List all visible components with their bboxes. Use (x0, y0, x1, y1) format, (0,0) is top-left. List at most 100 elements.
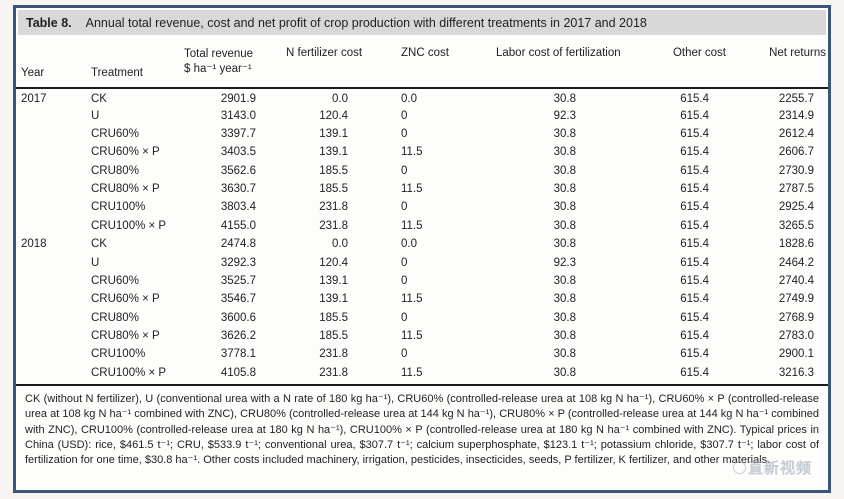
cell-labor-cost: 92.3 (553, 109, 576, 122)
cell-n-fertilizer-cost: 139.1 (319, 146, 348, 159)
cell-total-revenue: 3403.5 (220, 146, 256, 159)
cell-year (16, 290, 91, 308)
cell-n-fertilizer-cost: 185.5 (319, 183, 348, 196)
cell-net-returns: 2925.4 (778, 201, 814, 214)
cell-n-fertilizer-cost: 139.1 (319, 274, 348, 287)
cell-other-cost: 615.4 (680, 366, 709, 379)
cell-net-returns: 2255.7 (778, 93, 814, 106)
cell-total-revenue: 3546.7 (220, 293, 256, 306)
table-row: CRU100% 3778.1 231.8 0 30.8 615.4 2900.1 (16, 345, 828, 363)
cell-znc-cost: 0 (401, 164, 408, 177)
table-row: CRU80% 3562.6 185.5 0 30.8 615.4 2730.9 (16, 162, 828, 180)
col-header-labor-cost: Labor cost of fertilization (451, 35, 631, 89)
cell-treatment: CRU80% (91, 311, 139, 324)
cell-net-returns: 3265.5 (778, 219, 814, 232)
table-row: 2018 CK 2474.8 0.0 0.0 30.8 615.4 1828.6 (16, 235, 828, 253)
cell-total-revenue: 3525.7 (220, 274, 256, 287)
col-header-other-cost: Other cost (631, 35, 726, 89)
cell-n-fertilizer-cost: 139.1 (319, 127, 348, 140)
cell-labor-cost: 30.8 (553, 274, 576, 287)
cell-n-fertilizer-cost: 120.4 (319, 109, 348, 122)
cell-n-fertilizer-cost: 185.5 (319, 330, 348, 343)
cell-labor-cost: 30.8 (553, 238, 576, 251)
table-row: CRU80% 3600.6 185.5 0 30.8 615.4 2768.9 (16, 309, 828, 327)
cell-net-returns: 2783.0 (778, 330, 814, 343)
cell-total-revenue: 3397.7 (220, 127, 256, 140)
cell-total-revenue: 3143.0 (220, 109, 256, 122)
cell-n-fertilizer-cost: 185.5 (319, 164, 348, 177)
cell-znc-cost: 0.0 (401, 93, 417, 106)
cell-other-cost: 615.4 (680, 109, 709, 122)
cell-total-revenue: 3562.6 (220, 164, 256, 177)
cell-labor-cost: 30.8 (553, 127, 576, 140)
cell-net-returns: 2606.7 (778, 146, 814, 159)
cell-treatment: CRU100% (91, 201, 146, 214)
cell-total-revenue: 3630.7 (220, 183, 256, 196)
cell-other-cost: 615.4 (680, 93, 709, 106)
cell-other-cost: 615.4 (680, 201, 709, 214)
cell-znc-cost: 11.5 (401, 183, 423, 196)
cell-year (16, 162, 91, 180)
table-row: U 3292.3 120.4 0 92.3 615.4 2464.2 (16, 253, 828, 271)
cell-labor-cost: 30.8 (553, 348, 576, 361)
cell-treatment: CRU80% × P (91, 330, 160, 343)
table-row: CRU60% × P 3546.7 139.1 11.5 30.8 615.4 … (16, 290, 828, 308)
cell-n-fertilizer-cost: 0.0 (332, 93, 348, 106)
col-header-znc-cost: ZNC cost (371, 35, 451, 89)
cell-total-revenue: 3778.1 (220, 348, 256, 361)
cell-treatment: CRU100% (91, 348, 146, 361)
cell-other-cost: 615.4 (680, 219, 709, 232)
cell-treatment: CRU80% × P (91, 183, 160, 196)
cell-labor-cost: 30.8 (553, 311, 576, 324)
col-header-net-returns: Net returns (726, 35, 828, 89)
cell-total-revenue: 2901.9 (220, 93, 256, 106)
cell-znc-cost: 0 (401, 348, 408, 361)
cell-total-revenue: 3600.6 (220, 311, 256, 324)
cell-znc-cost: 11.5 (401, 219, 423, 232)
cell-znc-cost: 0 (401, 127, 408, 140)
cell-year (16, 106, 91, 124)
cell-other-cost: 615.4 (680, 330, 709, 343)
cell-year (16, 143, 91, 161)
cell-znc-cost: 11.5 (401, 330, 423, 343)
cell-treatment: CK (91, 238, 107, 251)
revenue-cost-table: Year Treatment Total revenue $ ha⁻¹ year… (16, 35, 828, 382)
cell-labor-cost: 30.8 (553, 146, 576, 159)
cell-total-revenue: 4105.8 (220, 366, 256, 379)
cell-net-returns: 2730.9 (778, 164, 814, 177)
table-row: CRU80% × P 3630.7 185.5 11.5 30.8 615.4 … (16, 180, 828, 198)
cell-znc-cost: 11.5 (401, 293, 423, 306)
cell-labor-cost: 30.8 (553, 366, 576, 379)
cell-znc-cost: 0 (401, 274, 408, 287)
cell-labor-cost: 30.8 (553, 164, 576, 177)
cell-znc-cost: 0 (401, 256, 408, 269)
cell-znc-cost: 11.5 (401, 146, 423, 159)
cell-net-returns: 1828.6 (778, 238, 814, 251)
cell-labor-cost: 30.8 (553, 93, 576, 106)
cell-n-fertilizer-cost: 231.8 (319, 219, 348, 232)
cell-treatment: CRU60% × P (91, 146, 160, 159)
cell-year: 2018 (21, 238, 47, 251)
table-footnote: CK (without N fertilizer), U (convention… (16, 384, 828, 468)
cell-treatment: CRU60% (91, 127, 139, 140)
cell-znc-cost: 11.5 (401, 366, 423, 379)
cell-net-returns: 2464.2 (778, 256, 814, 269)
cell-total-revenue: 3626.2 (220, 330, 256, 343)
cell-labor-cost: 30.8 (553, 201, 576, 214)
cell-treatment: U (91, 109, 100, 122)
cell-year (16, 309, 91, 327)
cell-other-cost: 615.4 (680, 146, 709, 159)
cell-year (16, 253, 91, 271)
cell-labor-cost: 30.8 (553, 330, 576, 343)
cell-year: 2017 (21, 93, 47, 106)
cell-znc-cost: 0.0 (401, 238, 417, 251)
cell-labor-cost: 92.3 (553, 256, 576, 269)
cell-n-fertilizer-cost: 120.4 (319, 256, 348, 269)
cell-year (16, 198, 91, 216)
table-body: 2017 CK 2901.9 0.0 0.0 30.8 615.4 2255.7… (16, 88, 828, 382)
col-header-unit-line: $ ha⁻¹ year⁻¹ (184, 63, 252, 75)
table-frame: Table 8. Annual total revenue, cost and … (13, 5, 831, 493)
cell-n-fertilizer-cost: 231.8 (319, 366, 348, 379)
cell-other-cost: 615.4 (680, 311, 709, 324)
